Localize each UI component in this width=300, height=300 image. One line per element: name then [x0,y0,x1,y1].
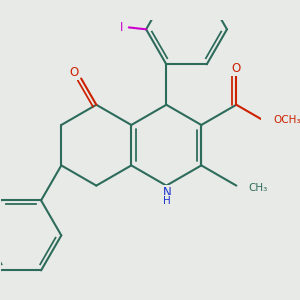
Text: I: I [120,21,124,34]
Text: CH₃: CH₃ [248,182,267,193]
Text: OCH₃: OCH₃ [273,115,300,125]
Text: N: N [163,186,172,199]
Text: O: O [232,62,241,75]
Text: H: H [164,196,171,206]
Text: O: O [70,66,79,79]
